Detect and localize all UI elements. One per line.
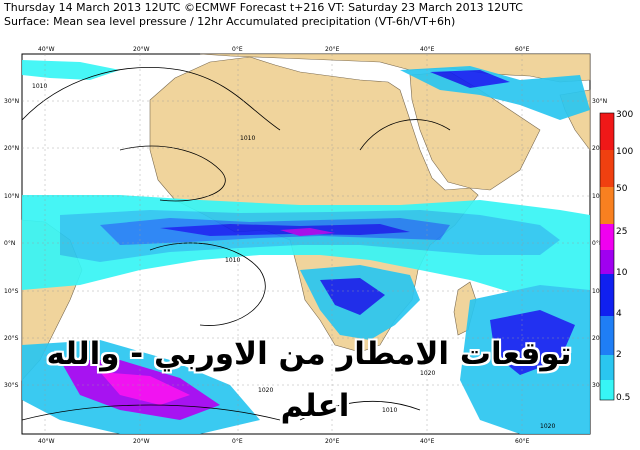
- colorbar-label: 10: [616, 268, 628, 278]
- lat-label: 10°N: [592, 193, 607, 200]
- colorbar-swatch: [600, 316, 614, 355]
- lat-label: 30°S: [592, 382, 607, 389]
- lon-label: 60°E: [515, 438, 530, 445]
- isobar-label: 1010: [32, 83, 47, 90]
- graticule: [22, 54, 590, 434]
- precip-colorbar: [599, 112, 615, 401]
- precip-itcz-magenta: [280, 228, 335, 236]
- colorbar-label: 0.5: [616, 393, 631, 403]
- lat-label: 20°S: [592, 335, 607, 342]
- lat-label: 10°N: [4, 193, 19, 200]
- isobar-label: 1020: [258, 387, 273, 394]
- isobar-label: 1020: [420, 370, 435, 377]
- lon-label: 20°W: [133, 438, 150, 445]
- lon-label: 40°W: [38, 438, 55, 445]
- isobar-label: 1010: [240, 135, 255, 142]
- lat-label: 30°N: [4, 98, 19, 105]
- lat-label: 0°N: [592, 240, 603, 247]
- lat-label: 20°N: [592, 145, 607, 152]
- lat-label: 10°S: [4, 288, 19, 295]
- isobar-line: [119, 145, 226, 202]
- lon-label: 0°E: [232, 438, 243, 445]
- forecast-title: Thursday 14 March 2013 12UTC ©ECMWF Fore…: [4, 1, 523, 14]
- colorbar-label: 4: [616, 309, 622, 319]
- colorbar-swatch: [600, 187, 614, 224]
- colorbar-swatch: [600, 355, 614, 380]
- colorbar-swatch: [600, 380, 614, 400]
- lon-label: 40°E: [420, 46, 435, 53]
- lat-label: 10°S: [592, 288, 607, 295]
- lon-label: 20°E: [325, 438, 340, 445]
- precip-indian-ocean-core: [490, 310, 575, 375]
- colorbar-label: 100: [616, 147, 634, 157]
- colorbar-swatch: [600, 224, 614, 250]
- isobar-line: [21, 67, 281, 131]
- lat-label: 30°S: [4, 382, 19, 389]
- precip-atlantic-storm-peak: [100, 372, 190, 405]
- isobar-line: [21, 404, 281, 421]
- colorbar-swatch: [600, 150, 614, 187]
- isobar-label: 1020: [540, 423, 555, 430]
- precip-arabia: [400, 66, 590, 120]
- overlay-caption-line1: توقعات الامطار من الاوربي - والله: [46, 336, 572, 372]
- lon-label: 0°E: [232, 46, 243, 53]
- forecast-subtitle: Surface: Mean sea level pressure / 12hr …: [4, 15, 456, 28]
- precip-arabia-core: [430, 70, 510, 88]
- isobars: [21, 67, 451, 421]
- lon-label: 40°W: [38, 46, 55, 53]
- lon-label: 40°E: [420, 438, 435, 445]
- colorbar-label: 300: [616, 110, 634, 120]
- colorbar-label: 2: [616, 350, 622, 360]
- colorbar-label: 50: [616, 184, 628, 194]
- lat-label: 20°S: [4, 335, 19, 342]
- isobar-line: [299, 400, 421, 421]
- precip-south-africa-core: [320, 278, 385, 315]
- overlay-caption-line2: اعلم: [280, 388, 350, 424]
- lat-label: 30°N: [592, 98, 607, 105]
- isobar-label: 1010: [225, 257, 240, 264]
- colorbar-swatch: [600, 250, 614, 274]
- isobar-line: [359, 119, 451, 151]
- lon-label: 20°E: [325, 46, 340, 53]
- colorbar-swatch: [600, 113, 614, 150]
- colorbar-frame: [599, 112, 615, 401]
- colorbar-swatch: [600, 274, 614, 316]
- lon-label: 20°W: [133, 46, 150, 53]
- colorbar-label: 25: [616, 227, 628, 237]
- lon-label: 60°E: [515, 46, 530, 53]
- isobar-label: 1010: [382, 407, 397, 414]
- lat-label: 0°N: [4, 240, 15, 247]
- lat-label: 20°N: [4, 145, 19, 152]
- precip-layer: [22, 60, 590, 434]
